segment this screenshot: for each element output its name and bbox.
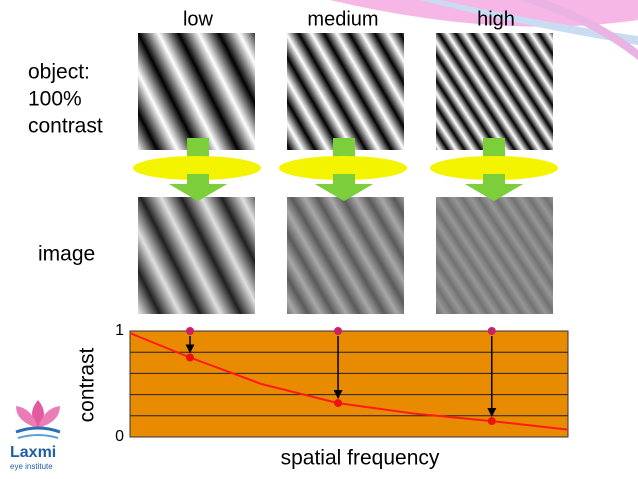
row-label: image	[38, 243, 95, 266]
lens-arrow	[279, 138, 407, 201]
lens-arrow	[133, 138, 261, 201]
y-tick-label: 0	[115, 428, 124, 445]
object-grating	[138, 33, 255, 150]
y-tick-label: 1	[115, 322, 124, 339]
lens-arrow	[430, 138, 558, 201]
logo: Laxmi eye institute	[10, 400, 61, 471]
image-grating	[436, 197, 553, 314]
row-label: object:	[28, 61, 90, 84]
point	[487, 327, 496, 335]
logo-subtitle: eye institute	[10, 462, 53, 471]
image-grating	[287, 197, 404, 314]
point	[334, 399, 343, 408]
column-label: medium	[307, 8, 378, 30]
image-grating	[138, 197, 255, 314]
object-grating	[287, 33, 404, 150]
x-axis-label: spatial frequency	[281, 447, 440, 470]
point	[334, 327, 343, 335]
point	[186, 327, 195, 335]
logo-name: Laxmi	[10, 444, 56, 461]
y-axis-label: contrast	[76, 347, 99, 422]
point	[186, 353, 195, 362]
row-label: contrast	[28, 115, 103, 138]
row-label: 100%	[28, 88, 82, 111]
point	[487, 417, 496, 426]
decor-swoosh	[420, 0, 638, 45]
object-grating	[436, 33, 553, 150]
column-label: high	[477, 8, 515, 30]
column-label: low	[183, 8, 214, 30]
mtf-chart: 01	[115, 322, 569, 445]
plot-area	[129, 330, 569, 438]
